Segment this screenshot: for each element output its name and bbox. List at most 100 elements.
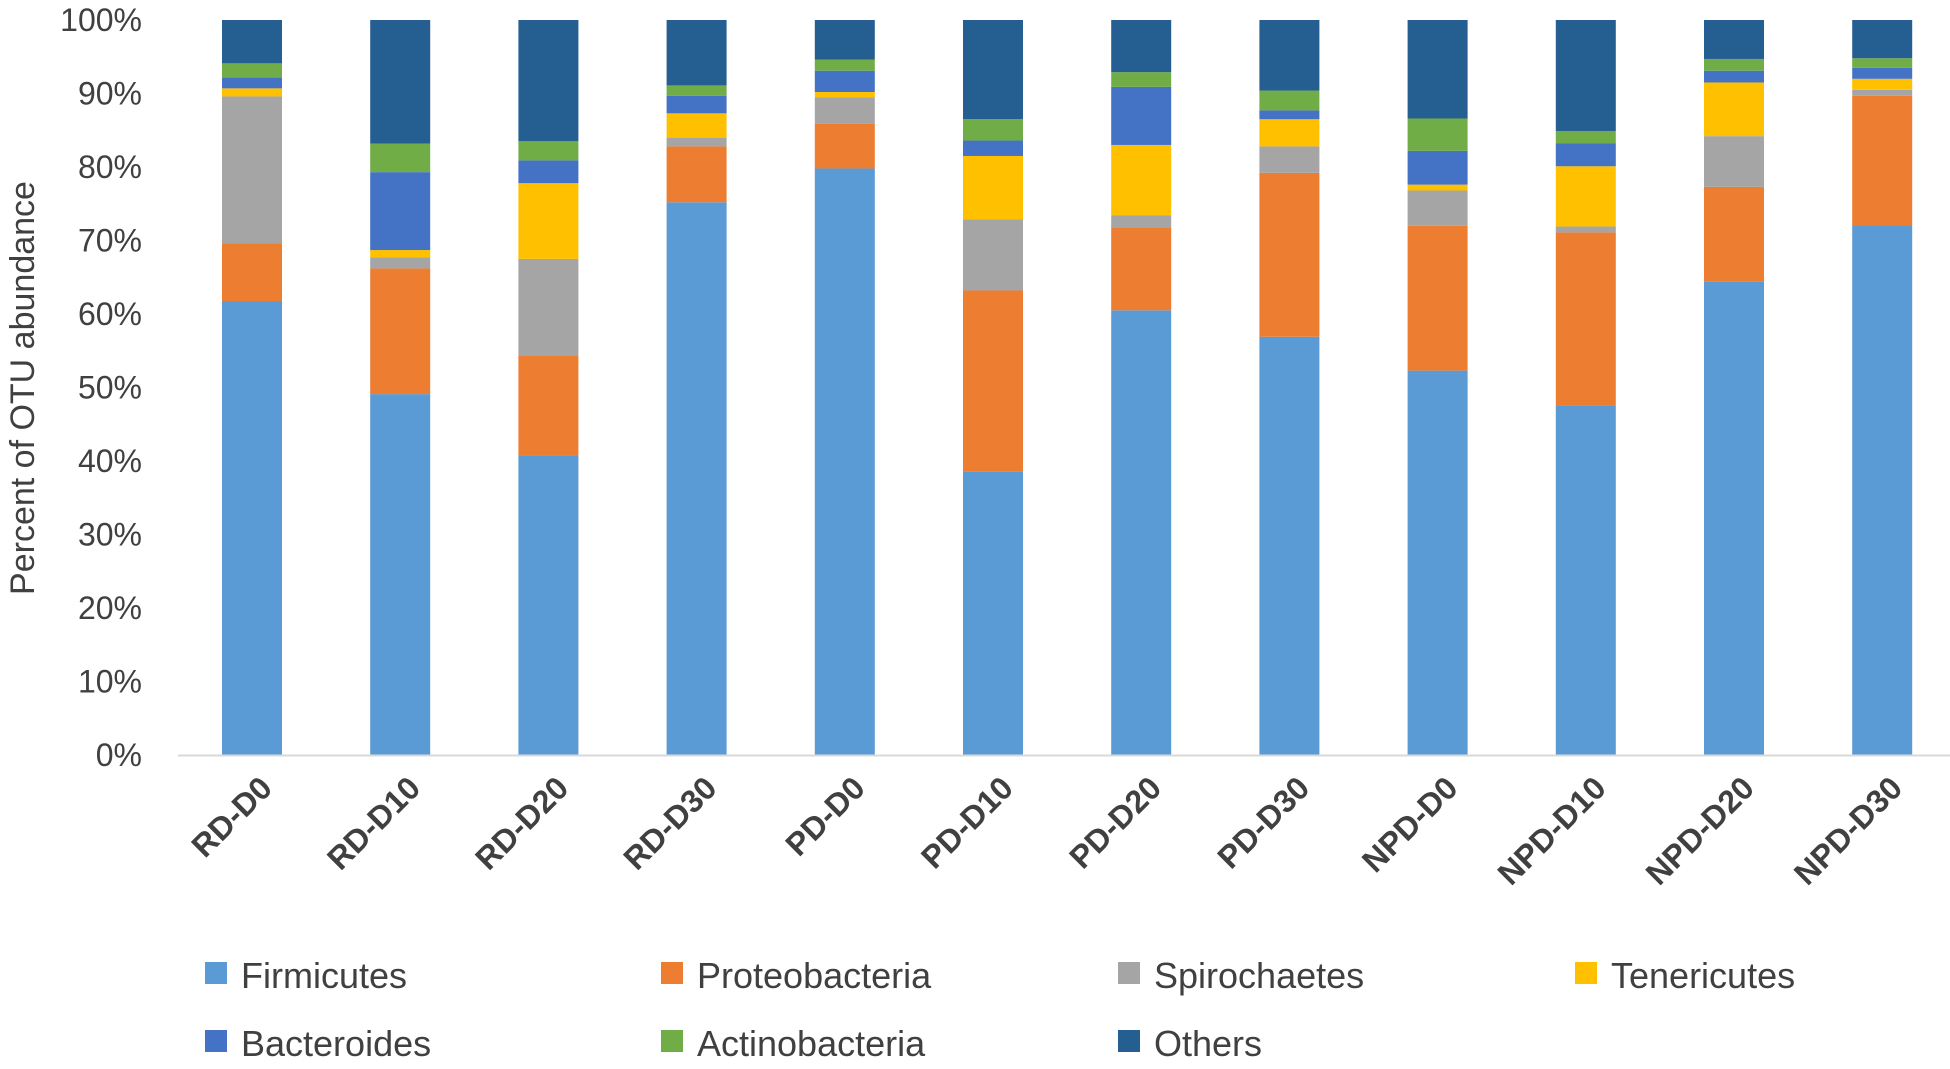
bar-segment-pd-d0-spirochaetes	[814, 97, 875, 124]
bar-segment-pd-d20-firmicutes	[1111, 310, 1172, 755]
legend-label-bacteroides: Bacteroides	[241, 1023, 431, 1064]
x-category-label-npd-d10: NPD-D10	[1490, 769, 1612, 891]
legend-swatch-actinobacteria	[661, 1030, 683, 1052]
legend-item-firmicutes: Firmicutes	[205, 955, 407, 996]
bar-segment-rd-d30-tenericutes	[666, 113, 727, 138]
legend-swatch-proteobacteria	[661, 962, 683, 984]
bar-segment-pd-d20-tenericutes	[1111, 144, 1172, 216]
bar-segment-npd-d10-proteobacteria	[1555, 232, 1616, 406]
bar-segment-npd-d30-actinobacteria	[1852, 58, 1913, 68]
legend-label-spirochaetes: Spirochaetes	[1154, 955, 1364, 996]
legend-item-proteobacteria: Proteobacteria	[661, 955, 932, 996]
bar-stack-npd-d30	[1852, 20, 1913, 755]
x-category-label-npd-d20: NPD-D20	[1639, 769, 1761, 891]
bar-segment-rd-d10-actinobacteria	[370, 143, 431, 173]
y-tick-label: 0%	[96, 737, 142, 773]
legend-item-spirochaetes: Spirochaetes	[1118, 955, 1364, 996]
y-tick-label: 90%	[78, 76, 142, 112]
bar-stack-rd-d20	[518, 20, 579, 755]
bar-segment-pd-d10-bacteroides	[963, 140, 1023, 156]
bar-segment-npd-d20-bacteroides	[1704, 70, 1764, 83]
bar-segment-rd-d0-tenericutes	[222, 88, 282, 97]
x-category-label-pd-d0: PD-D0	[778, 769, 871, 862]
bar-stack-pd-d20	[1111, 20, 1172, 755]
bar-segment-pd-d30-tenericutes	[1259, 119, 1320, 147]
bar-stack-pd-d0	[814, 20, 875, 756]
bar-stack-npd-d20	[1704, 20, 1764, 755]
legend-swatch-firmicutes	[205, 962, 227, 984]
bar-segment-pd-d0-others	[814, 20, 875, 60]
bar-segment-pd-d10-spirochaetes	[963, 219, 1023, 291]
x-category-label-npd-d30: NPD-D30	[1787, 769, 1909, 891]
bar-segment-rd-d20-tenericutes	[518, 183, 579, 259]
y-tick-label: 60%	[78, 296, 142, 332]
bar-segment-rd-d10-firmicutes	[370, 394, 431, 755]
legend-item-others: Others	[1118, 1023, 1262, 1064]
legend-label-others: Others	[1154, 1023, 1262, 1064]
bar-segment-rd-d20-bacteroides	[518, 160, 579, 184]
bar-segment-npd-d30-bacteroides	[1852, 67, 1913, 79]
bar-segment-pd-d30-others	[1259, 20, 1320, 91]
legend-swatch-others	[1118, 1030, 1140, 1052]
bar-segment-rd-d0-spirochaetes	[222, 96, 282, 244]
bar-segment-npd-d10-firmicutes	[1555, 405, 1616, 755]
bar-segment-rd-d30-bacteroides	[666, 95, 727, 114]
bar-segment-npd-d20-proteobacteria	[1704, 186, 1764, 282]
bar-segment-npd-d0-actinobacteria	[1407, 118, 1468, 151]
x-category-label-rd-d0: RD-D0	[184, 769, 279, 864]
y-tick-label: 10%	[78, 664, 142, 700]
bar-stack-pd-d30	[1259, 20, 1320, 755]
bar-segment-rd-d10-others	[370, 20, 431, 144]
bar-segment-rd-d20-actinobacteria	[518, 141, 579, 161]
bar-segment-pd-d20-bacteroides	[1111, 86, 1172, 145]
bar-segment-npd-d0-spirochaetes	[1407, 190, 1468, 226]
x-category-label-pd-d30: PD-D30	[1210, 769, 1316, 875]
bar-segment-pd-d30-spirochaetes	[1259, 146, 1320, 173]
bar-segment-npd-d0-bacteroides	[1407, 150, 1468, 185]
bar-segment-npd-d20-spirochaetes	[1704, 136, 1764, 187]
y-tick-label: 80%	[78, 149, 142, 185]
bar-segment-pd-d30-firmicutes	[1259, 336, 1320, 755]
bar-segment-npd-d30-firmicutes	[1852, 225, 1913, 755]
x-category-label-npd-d0: NPD-D0	[1355, 769, 1465, 879]
bar-segment-pd-d0-actinobacteria	[814, 59, 875, 71]
bar-segment-npd-d10-bacteroides	[1555, 143, 1616, 167]
bar-segment-rd-d30-actinobacteria	[666, 85, 727, 96]
bar-segment-pd-d30-proteobacteria	[1259, 172, 1320, 337]
bar-segment-rd-d20-spirochaetes	[518, 258, 579, 356]
bar-segment-rd-d30-firmicutes	[666, 202, 727, 755]
bar-segment-rd-d20-firmicutes	[518, 455, 579, 755]
x-category-label-pd-d10: PD-D10	[914, 769, 1020, 875]
bar-segment-npd-d20-tenericutes	[1704, 82, 1764, 137]
legend-item-tenericutes: Tenericutes	[1575, 955, 1795, 996]
y-tick-label: 50%	[78, 370, 142, 406]
bar-segment-rd-d10-tenericutes	[370, 250, 431, 258]
bar-segment-pd-d30-actinobacteria	[1259, 90, 1320, 111]
bar-segment-rd-d0-bacteroides	[222, 77, 282, 89]
bar-segment-npd-d30-tenericutes	[1852, 78, 1913, 90]
bar-stack-rd-d30	[666, 20, 727, 755]
bar-segment-npd-d10-spirochaetes	[1555, 226, 1616, 233]
bar-segment-pd-d0-tenericutes	[814, 92, 875, 98]
bar-stack-pd-d10	[963, 20, 1023, 755]
y-tick-label: 40%	[78, 443, 142, 479]
bar-segment-pd-d10-firmicutes	[963, 471, 1023, 755]
bar-segment-pd-d10-actinobacteria	[963, 119, 1023, 141]
legend: Firmicutes Proteobacteria Spirochaetes Tene…	[205, 955, 1795, 1064]
bar-segment-npd-d20-actinobacteria	[1704, 58, 1764, 71]
bar-segment-pd-d20-actinobacteria	[1111, 72, 1172, 87]
bar-segment-npd-d10-actinobacteria	[1555, 130, 1616, 144]
x-category-label-pd-d20: PD-D20	[1062, 769, 1168, 875]
bar-segment-rd-d20-others	[518, 20, 579, 142]
y-tick-label: 70%	[78, 223, 142, 259]
bar-segment-npd-d30-spirochaetes	[1852, 89, 1913, 96]
x-category-label-rd-d30: RD-D30	[616, 769, 723, 876]
bars-layer	[222, 20, 1913, 756]
bar-segment-npd-d0-firmicutes	[1407, 370, 1468, 755]
bar-stack-rd-d0	[222, 20, 282, 755]
bar-segment-pd-d20-spirochaetes	[1111, 215, 1172, 228]
y-tick-label: 100%	[60, 2, 142, 38]
bar-segment-rd-d30-proteobacteria	[666, 146, 727, 203]
bar-segment-rd-d10-spirochaetes	[370, 257, 431, 269]
